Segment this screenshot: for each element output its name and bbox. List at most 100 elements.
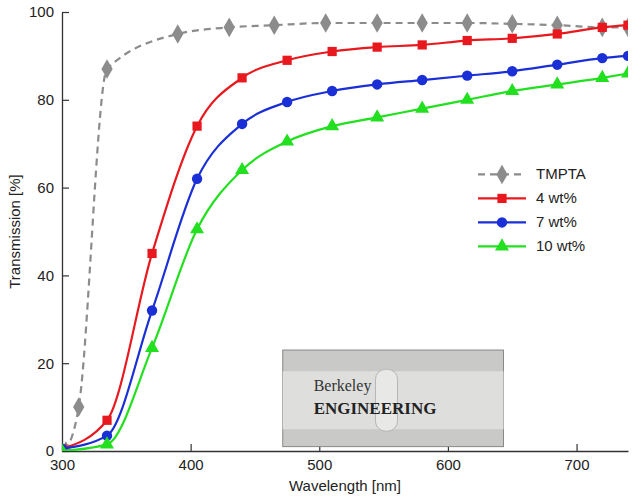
inset-frame bbox=[283, 350, 504, 447]
legend-label: TMPTA bbox=[536, 165, 586, 182]
tick-label: 500 bbox=[307, 456, 332, 473]
legend-marker bbox=[496, 165, 507, 185]
marker bbox=[597, 18, 608, 38]
series-line bbox=[62, 73, 628, 451]
tick-mark bbox=[62, 12, 69, 13]
legend-item: 4 wt% bbox=[478, 189, 577, 206]
legend-item: TMPTA bbox=[478, 165, 586, 185]
marker bbox=[507, 66, 517, 76]
marker bbox=[463, 36, 472, 45]
marker bbox=[101, 59, 112, 79]
marker bbox=[550, 76, 564, 88]
marker bbox=[62, 443, 69, 451]
tick-mark bbox=[62, 275, 69, 276]
marker bbox=[370, 109, 384, 121]
x-axis-title: Wavelength [nm] bbox=[289, 477, 401, 494]
marker bbox=[417, 75, 427, 85]
marker bbox=[417, 13, 428, 33]
marker bbox=[145, 340, 159, 352]
marker bbox=[552, 59, 562, 69]
marker bbox=[102, 416, 111, 425]
marker bbox=[372, 13, 383, 33]
tick: 0 bbox=[46, 442, 69, 459]
inset-text: Berkeley bbox=[314, 377, 372, 395]
marker bbox=[190, 221, 204, 233]
axis-line bbox=[63, 451, 629, 452]
tick: 700 bbox=[565, 444, 590, 473]
tick: 500 bbox=[307, 444, 332, 473]
marker bbox=[172, 24, 183, 44]
marker bbox=[269, 15, 280, 35]
tick-mark bbox=[62, 100, 69, 101]
tick-label: 400 bbox=[179, 456, 204, 473]
tick-label: 40 bbox=[37, 267, 54, 284]
tick-mark bbox=[62, 188, 69, 189]
marker bbox=[621, 65, 628, 77]
tick: 60 bbox=[37, 179, 69, 196]
tick-label: 80 bbox=[37, 91, 54, 108]
legend: TMPTA 4 wt% 7 wt% 10 wt% bbox=[472, 160, 618, 262]
tick: 100 bbox=[29, 3, 69, 20]
legend-label: 4 wt% bbox=[536, 189, 577, 206]
marker bbox=[280, 133, 294, 145]
tick-mark bbox=[62, 363, 69, 364]
legend-label: 7 wt% bbox=[536, 213, 577, 230]
tick: 20 bbox=[37, 355, 69, 372]
y-axis: 0 20 40 60 80 100 bbox=[29, 3, 69, 459]
marker bbox=[235, 162, 249, 174]
tick-mark bbox=[576, 444, 577, 451]
marker bbox=[237, 73, 246, 82]
legend-background bbox=[472, 160, 618, 262]
marker bbox=[623, 51, 628, 61]
legend-marker bbox=[497, 217, 507, 227]
inset: Berkeley ENGINEERING bbox=[283, 350, 504, 447]
marker bbox=[462, 13, 473, 33]
plot-area: 300400500600700020406080100BerkeleyENGIN… bbox=[29, 3, 635, 472]
tick-label: 60 bbox=[37, 179, 54, 196]
marker bbox=[192, 174, 202, 184]
marker bbox=[192, 122, 201, 131]
marker bbox=[508, 34, 517, 43]
marks bbox=[62, 13, 628, 451]
marker bbox=[505, 83, 519, 95]
marker bbox=[462, 70, 472, 80]
tick: 600 bbox=[436, 444, 461, 473]
marker bbox=[327, 86, 337, 96]
tick-label: 100 bbox=[29, 3, 54, 20]
tick-mark bbox=[191, 444, 192, 451]
marker bbox=[224, 18, 235, 38]
marker bbox=[320, 13, 331, 33]
chart: 300400500600700020406080100BerkeleyENGIN… bbox=[0, 0, 644, 501]
y-axis-title: Transmission [%] bbox=[6, 174, 23, 288]
tick: 400 bbox=[179, 444, 204, 473]
legend-item: 7 wt% bbox=[478, 213, 577, 230]
series-line bbox=[62, 56, 628, 449]
legend-label: 10 wt% bbox=[536, 237, 585, 254]
marker bbox=[282, 97, 292, 107]
series-line bbox=[62, 25, 628, 449]
marker bbox=[622, 18, 628, 38]
marker bbox=[325, 118, 339, 130]
marker bbox=[553, 29, 562, 38]
marker bbox=[283, 56, 292, 65]
inset-text: ENGINEERING bbox=[314, 399, 437, 418]
tick-mark bbox=[62, 451, 69, 452]
marker bbox=[623, 21, 628, 30]
marker bbox=[597, 53, 607, 63]
marker bbox=[507, 14, 518, 34]
axis-line bbox=[62, 13, 63, 452]
tick-label: 600 bbox=[436, 456, 461, 473]
marker bbox=[460, 92, 474, 104]
marker bbox=[595, 70, 609, 82]
tick-label: 20 bbox=[37, 355, 54, 372]
marker bbox=[372, 79, 382, 89]
x-axis: 300400500600700 bbox=[50, 444, 629, 473]
marker bbox=[373, 43, 382, 52]
marker bbox=[100, 436, 114, 448]
tick-label: 0 bbox=[46, 442, 54, 459]
marker bbox=[598, 23, 607, 32]
marker bbox=[147, 249, 156, 258]
legend-item: 10 wt% bbox=[478, 237, 585, 254]
marker bbox=[418, 40, 427, 49]
tick: 80 bbox=[37, 91, 69, 108]
